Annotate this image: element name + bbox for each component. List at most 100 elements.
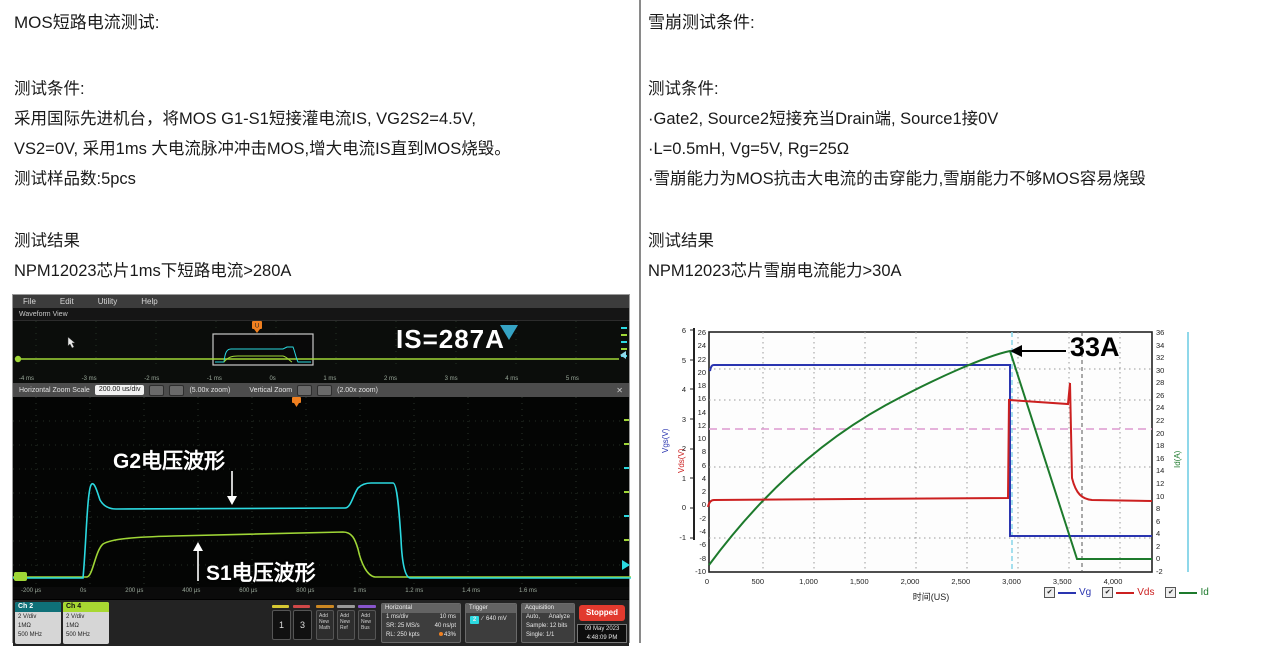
- time-tick-label: 800 μs: [296, 588, 315, 594]
- axis-tick-label: 4: [681, 385, 686, 395]
- trigger-marker[interactable]: U: [252, 321, 262, 333]
- axis-tick-label: 2: [681, 444, 686, 454]
- time-tick-label: 600 μs: [239, 588, 258, 594]
- axis-tick-label: 8: [1156, 504, 1161, 514]
- acq-mode: Auto,: [526, 614, 541, 620]
- axis-tick-label: 26: [697, 328, 706, 337]
- oscilloscope-screenshot: File Edit Utility Help Waveform View U: [12, 294, 631, 646]
- math3-button[interactable]: 3: [293, 610, 312, 640]
- acq-single: Single: 1/1: [526, 632, 555, 638]
- time-label: 4:48:09 PM: [586, 635, 618, 641]
- right-panel-title: 雪崩测试条件:: [648, 8, 755, 38]
- vds-checkbox[interactable]: ✔: [1102, 587, 1114, 598]
- time-tick-label: 0s: [80, 588, 87, 594]
- add-math-color-bar: [316, 605, 334, 608]
- math1-button[interactable]: 1: [272, 610, 291, 640]
- vzoom-increase-button[interactable]: [317, 384, 333, 396]
- axis-tick-label: 4: [701, 473, 706, 483]
- h-resolution: 40 ns/pt: [434, 623, 456, 629]
- channel-marker: [14, 355, 22, 363]
- axis-tick-label: 8: [701, 447, 706, 457]
- trigger-slope-icon: ∕: [482, 616, 484, 622]
- g2-voltage-trace: [13, 482, 631, 579]
- menu-item[interactable]: Edit: [59, 297, 74, 306]
- menu-item[interactable]: Help: [141, 297, 158, 306]
- right-condition-line: ·L=0.5mH, Vg=5V, Rg=25Ω: [648, 140, 850, 158]
- vzoom-decrease-button[interactable]: [297, 384, 313, 396]
- axis-tick-label: 0: [681, 503, 686, 513]
- channel-2-badge[interactable]: Ch 2 2 V/div 1MΩ 500 MHz: [15, 602, 61, 644]
- menu-item[interactable]: File: [23, 297, 36, 306]
- axis-tick-label: 2: [1156, 541, 1161, 551]
- axis-tick-label: 32: [1156, 353, 1165, 363]
- h-recordlength: RL: 250 kpts: [386, 632, 420, 638]
- channel-level-marker: [622, 560, 630, 570]
- horizontal-panel[interactable]: Horizontal 1 ms/div 10 ms SR: 25 MS/s 40 n…: [381, 603, 461, 643]
- page-title: 雪崩测试条件:: [648, 13, 755, 32]
- time-tick-label: 3 ms: [444, 376, 458, 382]
- zoom-decrease-button[interactable]: [149, 384, 165, 396]
- waveform-view-tab[interactable]: Waveform View: [13, 308, 629, 321]
- add-new-bus-button[interactable]: Add New Bus: [358, 610, 376, 640]
- vgs-axis-label: Vgs(V): [661, 428, 670, 453]
- channel-4-badge[interactable]: Ch 4 2 V/div 1MΩ 500 MHz: [63, 602, 109, 644]
- axis-tick-label: 26: [1156, 390, 1165, 400]
- axis-tick-label: -6: [699, 540, 706, 550]
- h-window: 10 ms: [439, 614, 456, 620]
- id-curve: [708, 349, 1152, 566]
- vg-legend-label: Vg: [1079, 587, 1092, 598]
- axis-tick-label: 22: [1156, 416, 1165, 426]
- cursor-flag-icon: [500, 325, 518, 340]
- annotation-arrowhead: [1010, 345, 1022, 357]
- time-tick-label: 0s: [269, 376, 276, 382]
- close-icon[interactable]: ✕: [616, 385, 623, 395]
- overview-time-ticks: -4 ms -3 ms -2 ms -1 ms 0s 1 ms 2 ms 3 ms 4 ms 5 …: [19, 376, 579, 382]
- trigger-panel-title: Trigger: [466, 604, 516, 613]
- right-results-heading: 测试结果: [648, 232, 714, 250]
- s1-voltage-trace: [13, 531, 631, 578]
- g2-waveform-annotation: G2电压波形: [113, 450, 226, 473]
- axis-tick-label: 0: [701, 500, 706, 510]
- scope-main-pane: G2电压波形 S1电压波形: [13, 397, 631, 587]
- id-axis-ticks: 36 34 32 30 28 26 24 22 20 18 16 14 12 10 8 6 4 2 0 -2: [1156, 328, 1174, 576]
- axis-tick-label: 10: [697, 434, 706, 444]
- menu-item[interactable]: Utility: [97, 297, 118, 306]
- g2-arrowhead-icon: [227, 496, 237, 505]
- add-ref-color-bar: [337, 605, 355, 608]
- zoom-increase-button[interactable]: [169, 384, 185, 396]
- right-conditions-heading: 测试条件:: [648, 80, 719, 98]
- time-tick-label: -1 ms: [206, 376, 222, 382]
- axis-tick-label: 14: [1156, 466, 1165, 476]
- axis-tick-label: 12: [697, 420, 706, 430]
- axis-tick-label: 6: [681, 326, 686, 335]
- axis-tick-label: 2: [701, 487, 706, 497]
- axis-tick-label: 3,500: [1052, 577, 1072, 586]
- left-results-heading: 测试结果: [14, 232, 80, 250]
- right-scale-marks: [624, 419, 629, 541]
- main-time-axis: -200 μs 0s 200 μs 400 μs 600 μs 800 μs 1 ms 1.2…: [13, 587, 629, 599]
- acquisition-panel[interactable]: Acquisition Auto, Analyze Sample: 12 bits…: [521, 603, 575, 643]
- channel-setting: 2 V/div: [18, 614, 37, 620]
- time-tick-label: 2 ms: [384, 376, 398, 382]
- s1-arrowhead-icon: [193, 542, 203, 551]
- pane-trigger-marker: [292, 397, 301, 407]
- axis-tick-label: 24: [1156, 403, 1165, 413]
- id-axis-label: Id(A): [1173, 450, 1182, 468]
- add-new-ref-button[interactable]: Add New Ref: [337, 610, 355, 640]
- vg-legend-line: [1058, 591, 1076, 594]
- vg-checkbox[interactable]: ✔: [1044, 587, 1055, 598]
- time-tick-label: 400 μs: [182, 588, 201, 594]
- s1-waveform-annotation: S1电压波形: [206, 562, 316, 585]
- h-scale: 1 ms/div: [386, 614, 409, 620]
- axis-tick-label: 20: [1156, 428, 1165, 438]
- horizontal-zoom-scale-input[interactable]: 200.00 us/div: [94, 385, 145, 395]
- add-new-math-button[interactable]: Add New Math: [316, 610, 334, 640]
- time-tick-label: 1.4 ms: [462, 588, 481, 594]
- axis-tick-label: 18: [1156, 441, 1165, 451]
- page-title: MOS短路电流测试:: [14, 13, 160, 32]
- stopped-button[interactable]: Stopped: [579, 605, 625, 621]
- trigger-panel[interactable]: Trigger 2 ∕ 640 mV: [465, 603, 517, 643]
- date-label: 09 May 2023: [584, 626, 620, 632]
- id-checkbox[interactable]: ✔: [1165, 587, 1177, 598]
- axis-tick-label: -4: [699, 526, 706, 536]
